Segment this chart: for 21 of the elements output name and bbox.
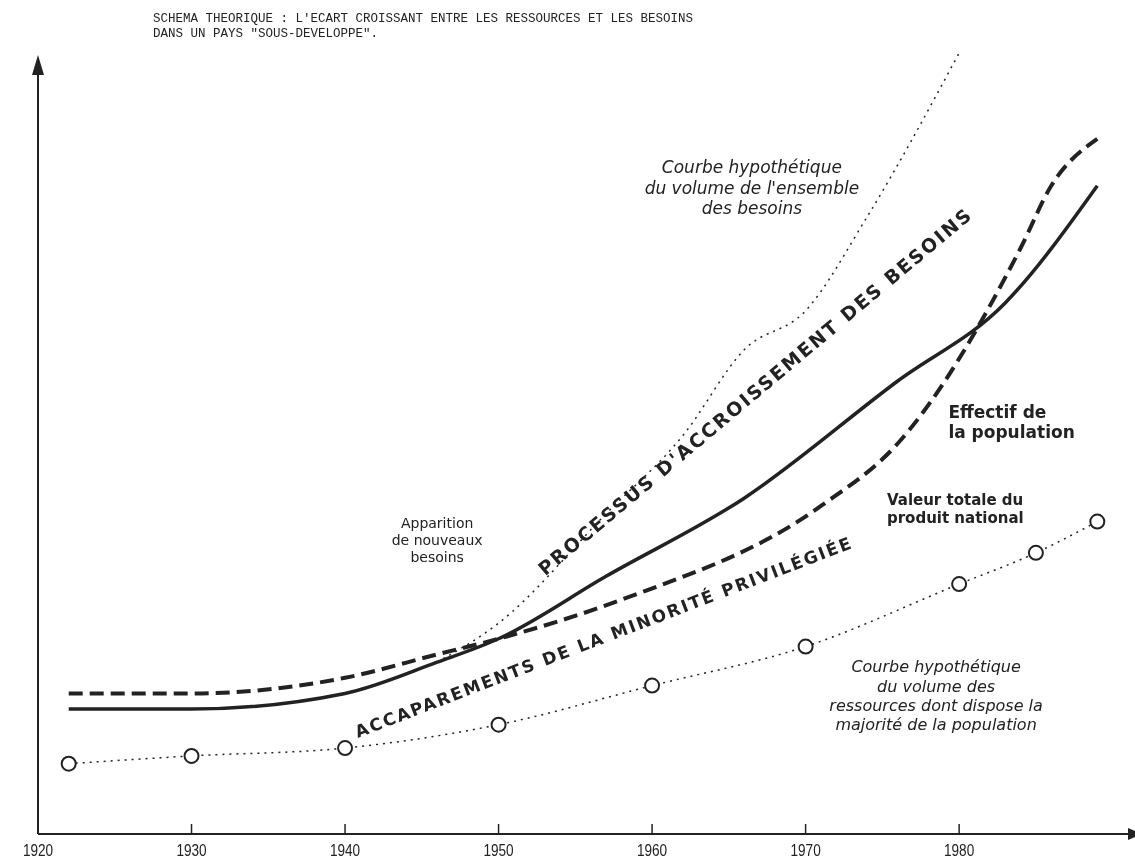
x-tick-label: 1940 xyxy=(329,841,361,859)
x-tick-label: 1950 xyxy=(483,841,514,859)
x-tick-label: 1960 xyxy=(636,841,668,859)
point xyxy=(1027,544,1044,561)
annotation: Courbe hypothétique du volume des ressources dont dispose la majorité de la population xyxy=(829,657,1043,735)
x-tick-label: 1970 xyxy=(790,841,821,859)
point xyxy=(183,747,200,764)
point xyxy=(1089,513,1106,530)
point xyxy=(60,755,77,772)
annotation: Effectif de la population xyxy=(948,401,1075,443)
x-tick-label: 1930 xyxy=(176,841,207,859)
x-tick-label: 1980 xyxy=(944,841,975,859)
point xyxy=(797,638,814,655)
chart-title: SCHEMA THEORIQUE : L'ECART CROISSANT ENTRE LES RESSOURCES ET LES BESOINS DANS UN PAYS "SOUS-DEVELOPPE". xyxy=(153,12,694,41)
annotation: Courbe hypothétique du volume de l'ensemble des besoins xyxy=(644,157,860,218)
x-tick-label: 1920 xyxy=(22,841,54,859)
annotation: Valeur totale du produit national xyxy=(886,490,1024,527)
annotation: Apparition de nouveaux besoins xyxy=(391,515,483,565)
point xyxy=(337,740,354,757)
point xyxy=(951,576,968,593)
point xyxy=(644,677,661,694)
